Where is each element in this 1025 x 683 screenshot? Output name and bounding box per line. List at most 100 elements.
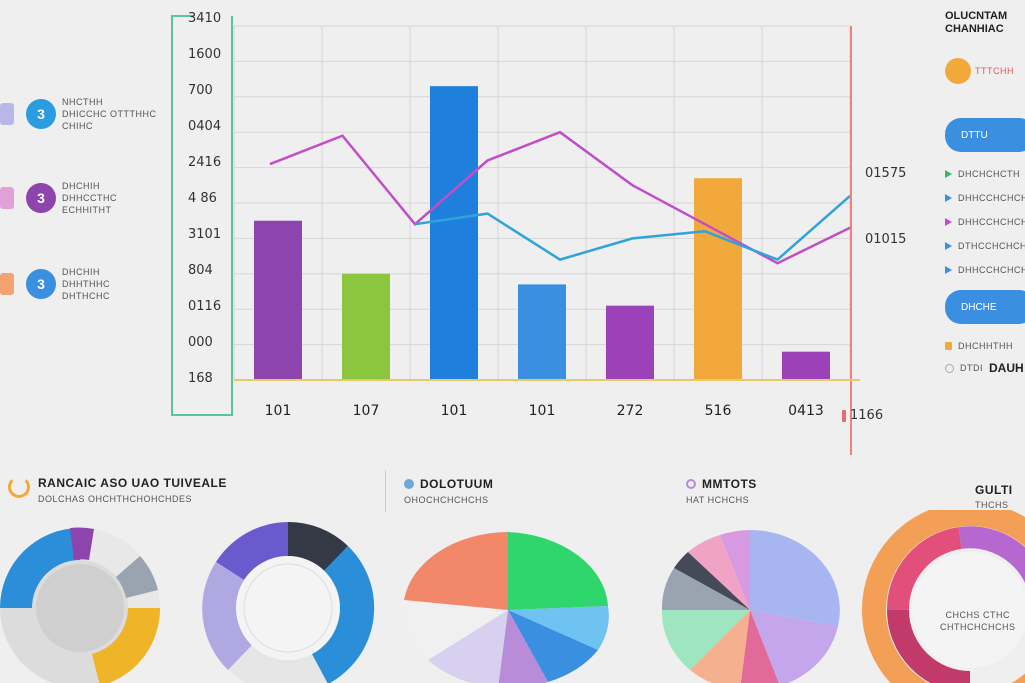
- donut-hole: [36, 564, 124, 652]
- panel-pill-button[interactable]: DTTU: [945, 118, 1025, 152]
- legend-line: DHHCCTHC: [62, 193, 117, 203]
- legend-item[interactable]: 3 NHCTHH DHICCHC OTTTHHC CHIHC: [0, 96, 157, 132]
- x-tick-label: 0413: [788, 403, 824, 419]
- legend-item[interactable]: 3 DHCHIH DHHCCTHC ECHHITHT: [0, 180, 117, 216]
- donut-slice: [92, 608, 161, 683]
- panel-item-label: DHHCCHCHCH: [958, 193, 1025, 203]
- triangle-icon: [945, 242, 952, 250]
- y-axis-bracket: [171, 15, 233, 416]
- donut-slice: [70, 527, 94, 560]
- panel-item-label: DHCHCHCTH: [958, 169, 1020, 179]
- donut-slice: [0, 528, 80, 608]
- chart-bars: [254, 86, 830, 381]
- section-icon: [8, 476, 30, 498]
- panel-item-strong: DAUH: [989, 361, 1024, 375]
- panel-item-label: DHHCCHCHCHH: [958, 217, 1025, 227]
- pie-slice: [674, 552, 750, 610]
- legend-line: DHCHIH: [62, 181, 100, 191]
- y-tick-label: 000: [188, 335, 213, 350]
- section-subtitle: HAT HCHCHS: [686, 495, 750, 505]
- pie-slice: [508, 610, 598, 682]
- legend-item[interactable]: 3 DHCHIH DHHTHHC DHTHCHC: [0, 266, 110, 302]
- pie-slice: [690, 610, 750, 683]
- bottom-right-label: 1166: [850, 408, 884, 423]
- tick-marker: [842, 409, 846, 422]
- legend-line: DHCHIH: [62, 267, 100, 277]
- chart-lines: [269, 130, 851, 265]
- triangle-icon: [945, 170, 952, 178]
- bar[interactable]: [518, 284, 566, 380]
- triangle-icon: [945, 266, 952, 274]
- legend-line: DHICCHC OTTTHHC: [62, 109, 157, 119]
- donut-inner-ring: [243, 563, 333, 653]
- section-subtitle: THCHS: [975, 500, 1009, 510]
- triangle-icon: [945, 218, 952, 226]
- section-title: MMTOTS: [702, 477, 757, 491]
- section-subtitle: OHOCHCHCHCHS: [404, 495, 489, 505]
- pie-slice: [661, 610, 750, 670]
- legend-icon: 3: [26, 99, 56, 129]
- panel-pill-button-2[interactable]: DHCHE: [945, 290, 1025, 324]
- x-tick-label: 272: [616, 403, 644, 419]
- donut-label-line: CHCHS CTHC: [945, 610, 1010, 620]
- donut-chart-1: [0, 527, 161, 683]
- pie-slice: [508, 532, 608, 610]
- pie-slice: [720, 530, 750, 610]
- bar[interactable]: [342, 273, 390, 380]
- x-tick-label: 101: [440, 403, 468, 419]
- pie-slice: [404, 532, 508, 610]
- panel-list-item[interactable]: DHHCCHCHCHH: [945, 214, 1025, 230]
- bar[interactable]: [254, 220, 302, 380]
- y-tick-label: 3410: [188, 11, 222, 26]
- y-tick-label: 700: [188, 83, 213, 98]
- section-header-1: RANCAIC ASO UAO TUIVEALE DOLCHAS OHCHTHC…: [8, 476, 227, 504]
- pie-slice: [428, 610, 508, 683]
- donut-slice: [116, 556, 158, 598]
- series-line: [414, 194, 851, 262]
- section-title: RANCAIC ASO UAO TUIVEALE: [38, 476, 227, 490]
- panel-list-item[interactable]: DTHCCHCHCHC: [945, 238, 1025, 254]
- panel-title-line: CHANHIAC: [945, 23, 1004, 35]
- panel-list-item[interactable]: DHCHCHCTH: [945, 166, 1025, 182]
- panel-list-item[interactable]: DHCHHTHH: [945, 338, 1025, 354]
- donut-slice: [958, 526, 1025, 584]
- y-tick-label: 168: [188, 371, 213, 386]
- bar[interactable]: [694, 178, 742, 380]
- legend-line: ECHHITHT: [62, 205, 112, 215]
- pie-slice: [740, 610, 779, 683]
- donut-label-line: CHTHCHCHCHS: [940, 622, 1016, 632]
- bar[interactable]: [606, 305, 654, 380]
- x-tick-label: 101: [264, 403, 292, 419]
- panel-item-label: DTHCCHCHCHC: [958, 241, 1025, 251]
- triangle-icon: [945, 194, 952, 202]
- donut-chart-5: [862, 510, 1025, 683]
- donut-hole: [236, 556, 340, 660]
- donut-slice: [887, 609, 971, 683]
- panel-list-item[interactable]: DTDI DAUH: [945, 360, 1025, 376]
- legend-line: DHTHCHC: [62, 291, 110, 301]
- legend-icon: 3: [26, 183, 56, 213]
- bar[interactable]: [430, 86, 478, 381]
- panel-list-item[interactable]: DHHCCHCHCH: [945, 190, 1025, 206]
- section-subtitle: DOLCHAS OHCHTHCHOHCHDES: [38, 494, 193, 504]
- pie-slice: [661, 568, 750, 610]
- pie-slice: [750, 610, 838, 683]
- pie-slice: [498, 610, 548, 683]
- y-tick-label: 0404: [188, 119, 222, 134]
- section-divider: [385, 470, 386, 512]
- legend-swatch: [0, 187, 14, 209]
- y-tick-label: 3101: [188, 227, 222, 242]
- section-icon: [404, 479, 414, 489]
- donut-slice: [288, 521, 348, 571]
- y-tick-label: 0116: [188, 299, 222, 314]
- legend-swatch: [0, 273, 14, 295]
- pie-slice: [403, 600, 508, 660]
- section-title: GULTI: [975, 483, 1013, 497]
- legend-line: NHCTHH: [62, 97, 103, 107]
- y-tick-label: 804: [188, 263, 213, 278]
- bar[interactable]: [782, 351, 830, 380]
- series-line: [269, 130, 851, 265]
- panel-list-item[interactable]: DHHCCHCHCHC: [945, 262, 1025, 278]
- panel-item-label: DHHCCHCHCHC: [958, 265, 1025, 275]
- donut-slice: [312, 546, 375, 683]
